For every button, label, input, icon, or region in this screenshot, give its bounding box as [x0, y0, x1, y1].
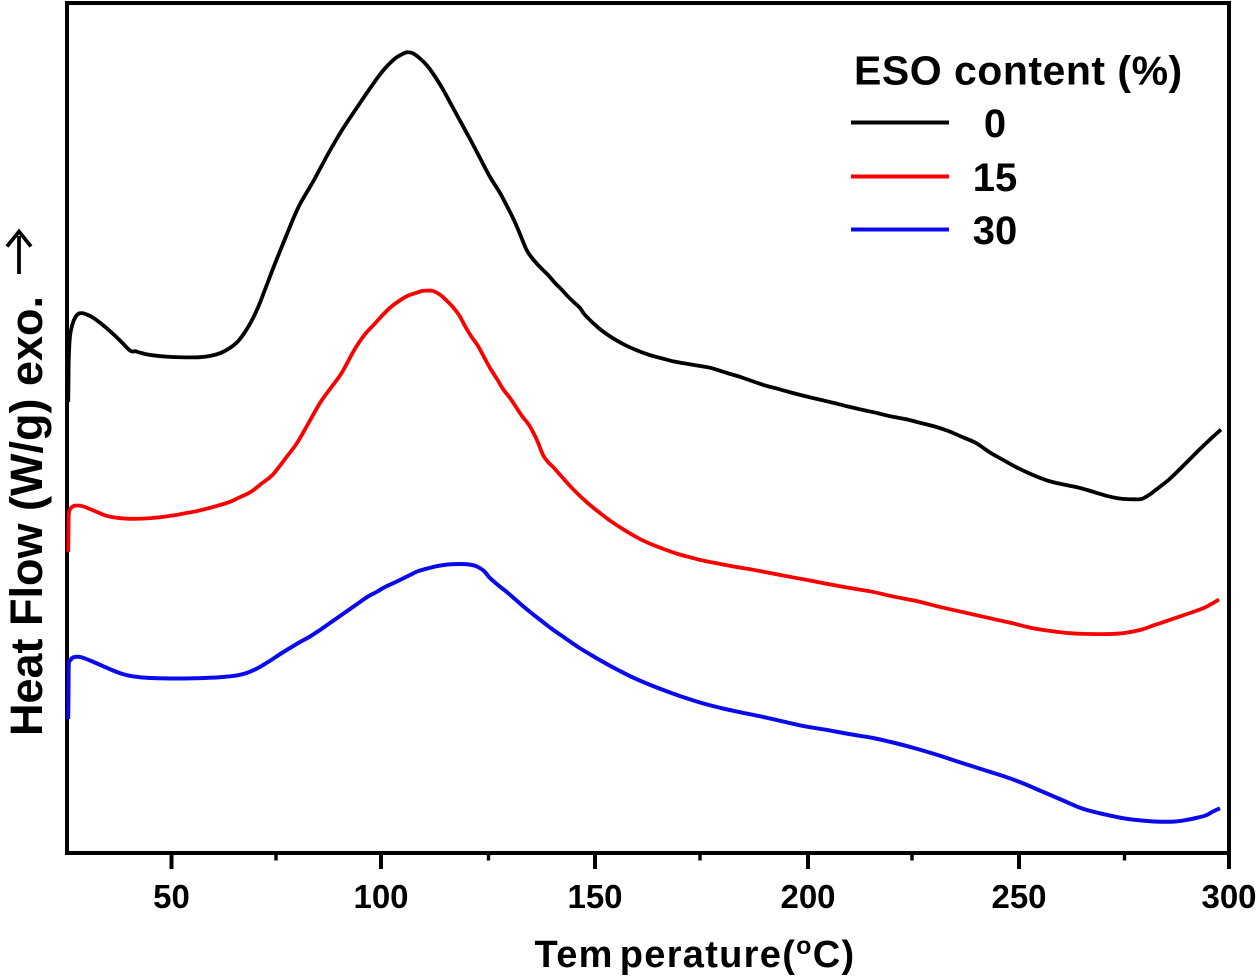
svg-text:50: 50 [153, 878, 190, 915]
svg-text:300: 300 [1201, 878, 1256, 915]
svg-text:250: 250 [991, 878, 1046, 915]
svg-text:100: 100 [353, 878, 408, 915]
svg-text:ESO content (%): ESO content (%) [854, 48, 1183, 94]
svg-text:15: 15 [973, 156, 1018, 200]
svg-text:150: 150 [567, 878, 622, 915]
svg-text:200: 200 [780, 878, 835, 915]
svg-text:30: 30 [973, 209, 1018, 253]
svg-text:0: 0 [984, 102, 1006, 146]
svg-text:Heat Flow (W/g) exo.: Heat Flow (W/g) exo. [1, 296, 52, 736]
